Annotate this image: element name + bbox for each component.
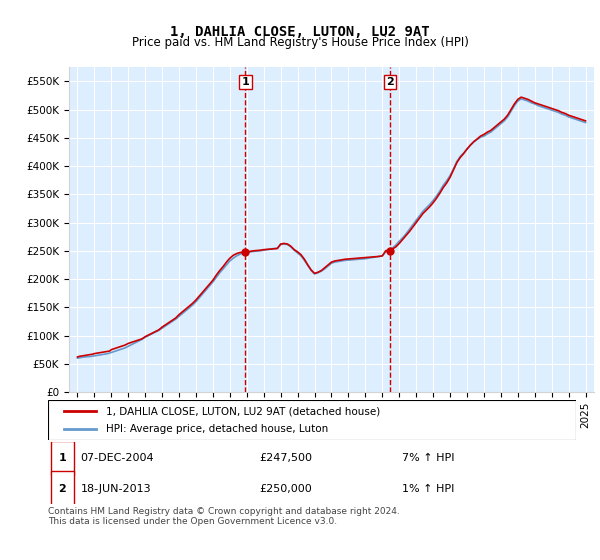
FancyBboxPatch shape [50, 441, 74, 475]
Text: 07-DEC-2004: 07-DEC-2004 [80, 453, 154, 463]
FancyBboxPatch shape [48, 400, 576, 440]
Text: 7% ↑ HPI: 7% ↑ HPI [402, 453, 454, 463]
Text: 1, DAHLIA CLOSE, LUTON, LU2 9AT: 1, DAHLIA CLOSE, LUTON, LU2 9AT [170, 25, 430, 39]
Text: Price paid vs. HM Land Registry's House Price Index (HPI): Price paid vs. HM Land Registry's House … [131, 36, 469, 49]
FancyBboxPatch shape [50, 472, 74, 506]
Text: £250,000: £250,000 [259, 484, 312, 493]
Text: £247,500: £247,500 [259, 453, 312, 463]
Text: HPI: Average price, detached house, Luton: HPI: Average price, detached house, Luto… [106, 423, 328, 433]
Text: 2: 2 [386, 77, 394, 87]
Text: 1% ↑ HPI: 1% ↑ HPI [402, 484, 454, 493]
Text: 2: 2 [58, 484, 66, 493]
Text: 1: 1 [242, 77, 250, 87]
Text: 1: 1 [58, 453, 66, 463]
Text: 18-JUN-2013: 18-JUN-2013 [82, 484, 152, 493]
Text: Contains HM Land Registry data © Crown copyright and database right 2024.
This d: Contains HM Land Registry data © Crown c… [48, 507, 400, 526]
Text: 1, DAHLIA CLOSE, LUTON, LU2 9AT (detached house): 1, DAHLIA CLOSE, LUTON, LU2 9AT (detache… [106, 407, 380, 417]
